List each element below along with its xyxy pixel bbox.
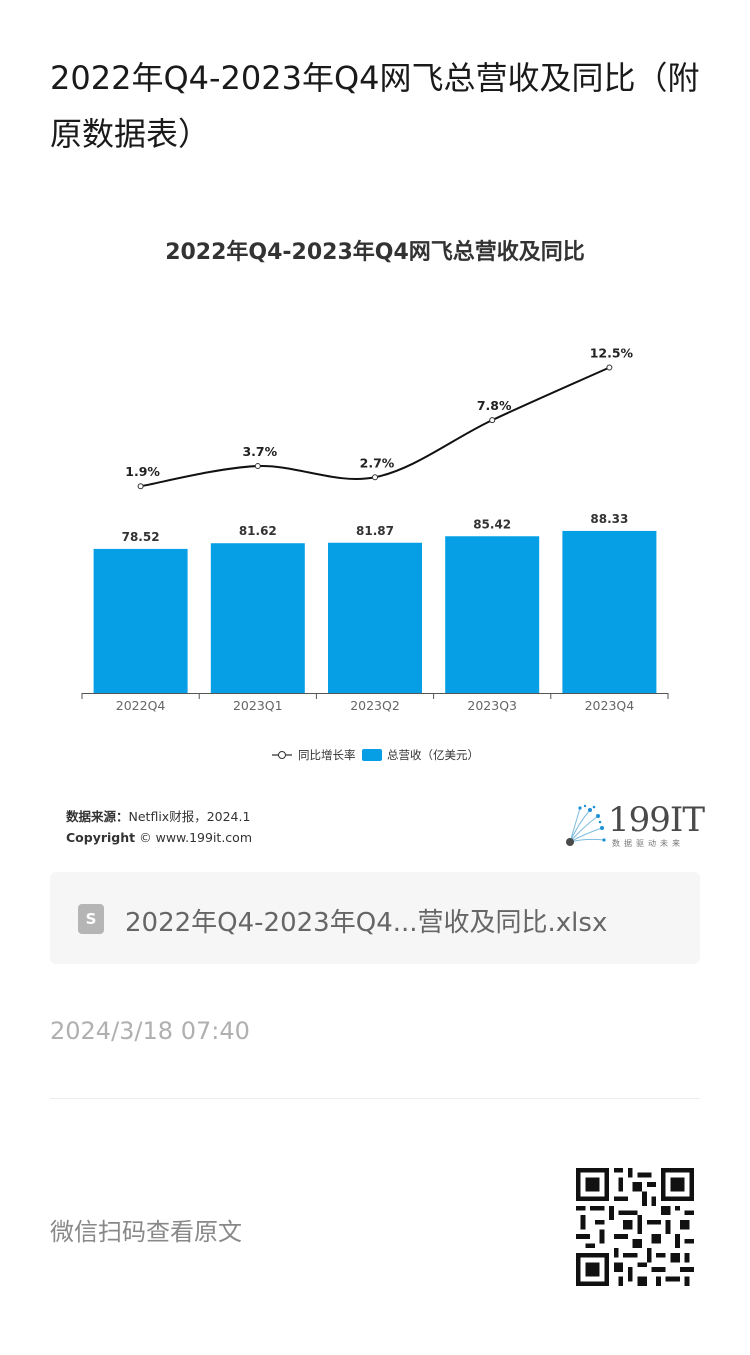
attachment-card[interactable]: S 2022年Q4-2023年Q4...营收及同比.xlsx [50,872,700,964]
growth-rate-point [137,483,144,490]
article-title: 2022年Q4-2023年Q4网飞总营收及同比（附原数据表） [50,59,700,153]
source-text: Netflix财报，2024.1 [128,809,251,824]
bar-2023Q2 [328,542,422,693]
bar-value-label: 81.62 [239,524,277,538]
x-tick-label: 2022Q4 [116,698,166,713]
spreadsheet-file-icon: S [78,904,104,934]
growth-rate-label: 12.5% [590,346,634,361]
copyright-text: © www.199it.com [139,830,252,845]
logo-dandelion-icon [566,804,606,846]
legend-bar-label: 总营收（亿美元） [387,748,479,762]
copyright-label: Copyright [66,830,136,845]
bar-2023Q4 [562,530,657,693]
bar-value-label: 81.87 [356,524,394,538]
qr-code-icon[interactable] [575,1168,695,1286]
publish-timestamp: 2024/3/18 07:40 [50,1017,250,1045]
growth-rate-point [489,417,496,424]
legend-line-label: 同比增长率 [298,748,356,762]
x-tick-label: 2023Q3 [467,698,517,713]
growth-rate-label: 2.7% [360,455,395,470]
revenue-chart: 78.52 2022Q4 81.62 2023Q1 81.87 2023Q2 85.42 20… [81,346,669,762]
199it-logo: 199IT 数据驱动未来 [560,800,705,850]
bar-2022Q4 [93,548,188,693]
growth-rate-label: 1.9% [125,464,160,479]
logo-subtitle: 数据驱动未来 [612,839,684,848]
bar-2023Q1 [210,543,305,693]
growth-rate-label: 3.7% [242,444,277,459]
growth-rate-point [372,474,378,481]
growth-rate-point [254,463,261,470]
chart-title: 2022年Q4-2023年Q4网飞总营收及同比 [165,240,585,265]
x-tick-label: 2023Q2 [350,698,400,713]
bar-value-label: 78.52 [122,530,160,544]
growth-rate-point [606,364,613,371]
source-label: 数据来源： [66,809,129,824]
bar-value-label: 85.42 [473,517,511,531]
bar-value-label: 88.33 [590,512,628,526]
x-tick-label: 2023Q1 [233,698,283,713]
data-source: 数据来源：Netflix财报，2024.1 Copyright © www.19… [66,806,252,848]
logo-text: 199IT [608,800,705,840]
legend-bar-swatch [362,749,382,761]
divider [50,1098,700,1099]
qr-hint: 微信扫码查看原文 [50,1218,242,1246]
growth-rate-label: 7.8% [477,398,512,413]
bar-2023Q3 [445,536,540,693]
legend-line-marker [278,751,286,759]
attachment-file-name[interactable]: 2022年Q4-2023年Q4...营收及同比.xlsx [125,908,608,938]
x-tick-label: 2023Q4 [585,698,635,713]
